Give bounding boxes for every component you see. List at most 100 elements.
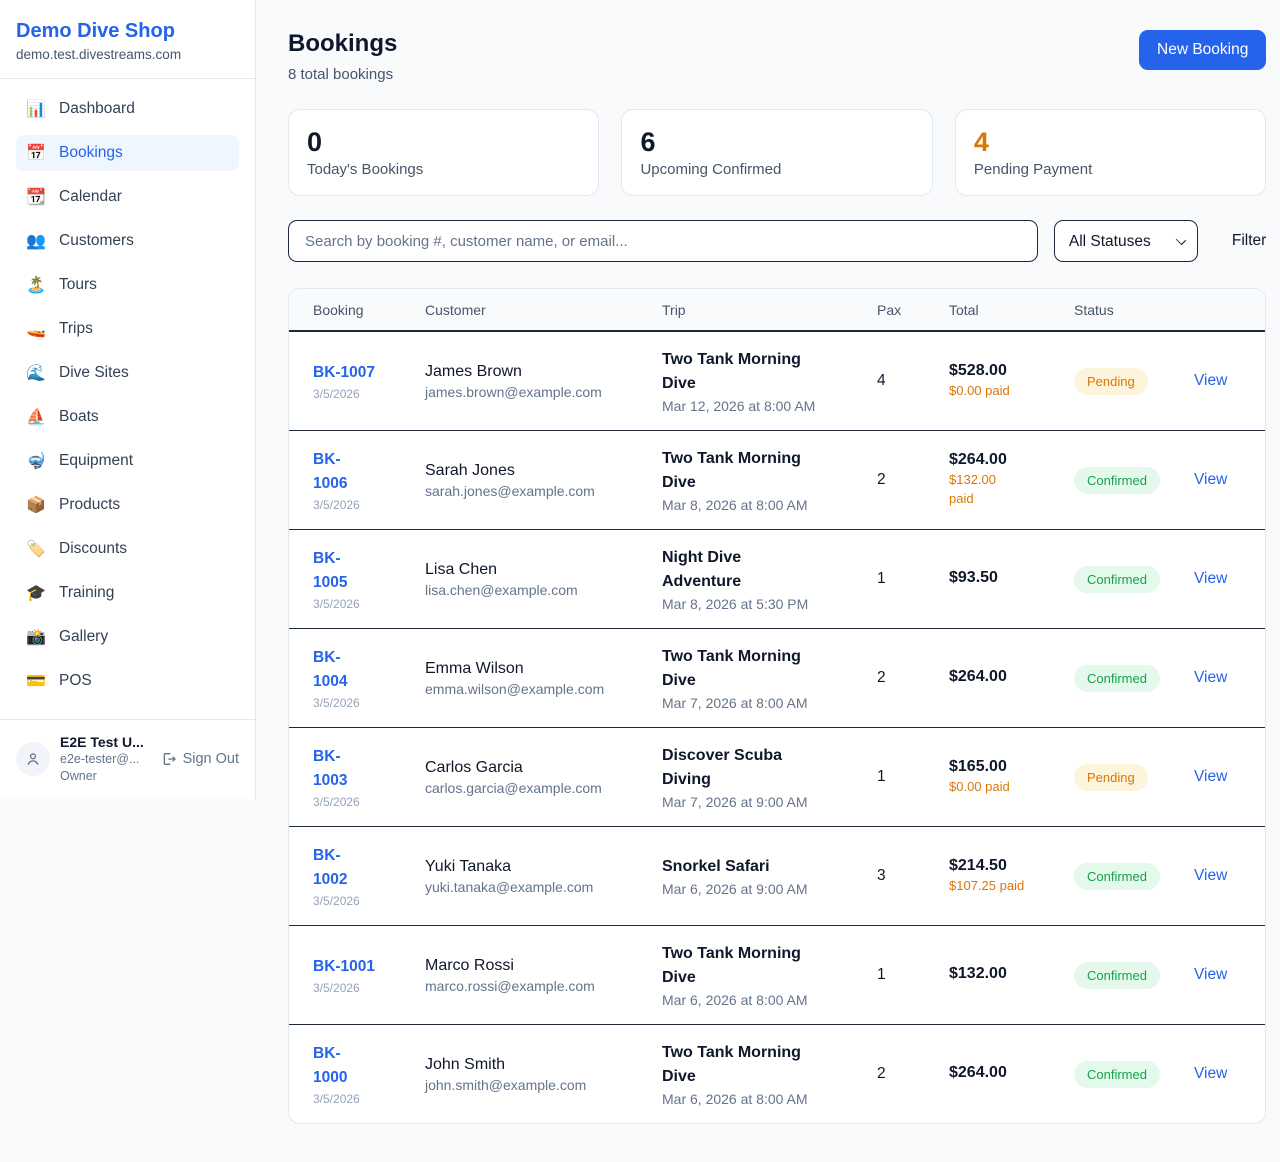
trip-name: Snorkel Safari <box>662 858 770 875</box>
main-content: Bookings 8 total bookings New Booking 0 … <box>256 0 1280 1156</box>
customer-email: john.smith@example.com <box>425 1076 587 1093</box>
sidebar-item-boats[interactable]: ⛵ Boats <box>16 399 239 435</box>
customer-email: yuki.tanaka@example.com <box>425 878 594 895</box>
sidebar-item-bookings[interactable]: 📅 Bookings <box>16 135 239 171</box>
actions-cell: View <box>1194 471 1241 489</box>
trip-date: Mar 8, 2026 at 8:00 AM <box>662 497 808 513</box>
view-link[interactable]: View <box>1194 768 1228 785</box>
trip-cell: Two Tank Morning Dive Mar 6, 2026 at 8:0… <box>662 942 877 1008</box>
trip-name: Two Tank Morning Dive <box>662 351 801 392</box>
booking-id-link[interactable]: BK-1006 <box>313 450 348 492</box>
total-amount: $165.00 <box>949 757 1007 775</box>
view-link[interactable]: View <box>1194 372 1228 389</box>
sidebar-item-dashboard[interactable]: 📊 Dashboard <box>16 91 239 127</box>
total-cell: $132.00 <box>949 965 1074 985</box>
booking-id-link[interactable]: BK-1003 <box>313 747 348 789</box>
booking-date: 3/5/2026 <box>313 597 360 612</box>
pax-cell: 4 <box>877 372 886 389</box>
graduation-cap-icon: 🎓 <box>26 585 46 602</box>
total-cell: $264.00 <box>949 1064 1074 1084</box>
total-amount: $264.00 <box>949 668 1007 685</box>
view-link[interactable]: View <box>1194 471 1228 488</box>
paid-amount: $132.00 paid <box>949 472 996 506</box>
column-header-trip: Trip <box>662 301 686 318</box>
stat-label: Pending Payment <box>973 161 1093 178</box>
sidebar-item-products[interactable]: 📦 Products <box>16 487 239 523</box>
column-header-total: Total <box>949 301 979 318</box>
table-row: BK-1005 3/5/2026 Lisa Chen lisa.chen@exa… <box>289 529 1266 628</box>
page-title: Bookings <box>288 30 398 57</box>
speedboat-icon: 🚤 <box>26 321 46 338</box>
customer-name: James Brown <box>425 362 522 380</box>
search-input[interactable] <box>288 220 1038 262</box>
view-link[interactable]: View <box>1194 867 1228 884</box>
sidebar-item-pos[interactable]: 💳 POS <box>16 663 239 699</box>
brand-domain: demo.test.divestreams.com <box>16 47 182 62</box>
view-link[interactable]: View <box>1194 966 1228 983</box>
column-header-customer: Customer <box>425 301 486 318</box>
trip-name: Two Tank Morning Dive <box>662 1044 801 1085</box>
diving-mask-icon: 🤿 <box>26 453 46 470</box>
status-select[interactable]: All Statuses <box>1053 220 1198 262</box>
customer-name: John Smith <box>425 1055 506 1073</box>
booking-id-link[interactable]: BK-1005 <box>313 549 348 591</box>
booking-date: 3/5/2026 <box>313 894 360 909</box>
trip-date: Mar 6, 2026 at 8:00 AM <box>662 992 808 1008</box>
customer-cell: Marco Rossi marco.rossi@example.com <box>425 957 662 994</box>
sign-out-button[interactable]: Sign Out <box>161 751 239 767</box>
sidebar-item-label: Products <box>59 496 121 513</box>
view-link[interactable]: View <box>1194 1065 1228 1082</box>
booking-cell: BK-1000 3/5/2026 <box>313 1042 425 1106</box>
status-cell: Pending <box>1074 763 1194 791</box>
trip-cell: Two Tank Morning Dive Mar 7, 2026 at 8:0… <box>662 645 877 711</box>
camera-icon: 📸 <box>26 629 46 646</box>
user-name: E2E Test U... <box>60 734 144 750</box>
sidebar-item-label: Calendar <box>59 188 122 205</box>
paid-amount: $0.00 paid <box>949 778 1010 794</box>
stat-card-pending-payment: 4 Pending Payment <box>954 109 1267 196</box>
view-link[interactable]: View <box>1194 669 1228 686</box>
booking-id-link[interactable]: BK-1004 <box>313 648 348 690</box>
customer-email: james.brown@example.com <box>425 383 602 400</box>
column-header-booking: Booking <box>313 301 364 318</box>
booking-id-link[interactable]: BK-1002 <box>313 846 348 888</box>
booking-date: 3/5/2026 <box>313 696 360 711</box>
sidebar-item-tours[interactable]: 🏝️ Tours <box>16 267 239 303</box>
sidebar-item-equipment[interactable]: 🤿 Equipment <box>16 443 239 479</box>
stat-card-upcoming-confirmed: 6 Upcoming Confirmed <box>621 109 933 196</box>
column-header-pax: Pax <box>877 301 902 318</box>
booking-date: 3/5/2026 <box>313 795 360 810</box>
status-badge: Confirmed <box>1074 466 1160 494</box>
actions-cell: View <box>1194 669 1241 687</box>
trip-cell: Two Tank Morning Dive Mar 6, 2026 at 8:0… <box>662 1041 877 1107</box>
filter-button[interactable]: Filter <box>1231 232 1267 249</box>
sidebar-item-trips[interactable]: 🚤 Trips <box>16 311 239 347</box>
trip-cell: Night Dive Adventure Mar 8, 2026 at 5:30… <box>662 546 877 612</box>
sidebar-item-calendar[interactable]: 📆 Calendar <box>16 179 239 215</box>
table-row: BK-1006 3/5/2026 Sarah Jones sarah.jones… <box>289 430 1266 529</box>
table-row: BK-1003 3/5/2026 Carlos Garcia carlos.ga… <box>289 727 1266 826</box>
customer-cell: Lisa Chen lisa.chen@example.com <box>425 561 662 598</box>
page-title-block: Bookings 8 total bookings <box>288 30 397 83</box>
sidebar-item-dive-sites[interactable]: 🌊 Dive Sites <box>16 355 239 391</box>
total-cell: $214.50 $107.25 paid <box>949 857 1074 896</box>
booking-id-link[interactable]: BK-1001 <box>313 957 376 975</box>
customer-email: lisa.chen@example.com <box>425 581 578 598</box>
trip-name: Night Dive Adventure <box>662 549 742 590</box>
sidebar-item-customers[interactable]: 👥 Customers <box>16 223 239 259</box>
pax-cell: 2 <box>877 669 886 686</box>
stat-label: Today's Bookings <box>307 161 424 178</box>
booking-id-link[interactable]: BK-1000 <box>313 1044 348 1086</box>
sidebar-item-training[interactable]: 🎓 Training <box>16 575 239 611</box>
sidebar-item-discounts[interactable]: 🏷️ Discounts <box>16 531 239 567</box>
tag-icon: 🏷️ <box>26 541 46 558</box>
new-booking-button[interactable]: New Booking <box>1139 30 1267 70</box>
view-link[interactable]: View <box>1194 570 1228 587</box>
sidebar-item-gallery[interactable]: 📸 Gallery <box>16 619 239 655</box>
booking-id-link[interactable]: BK-1007 <box>313 363 376 381</box>
actions-cell: View <box>1194 1065 1241 1083</box>
sidebar-item-label: POS <box>59 672 92 689</box>
sign-out-icon <box>163 753 176 766</box>
status-cell: Confirmed <box>1074 664 1194 692</box>
actions-cell: View <box>1194 867 1241 885</box>
